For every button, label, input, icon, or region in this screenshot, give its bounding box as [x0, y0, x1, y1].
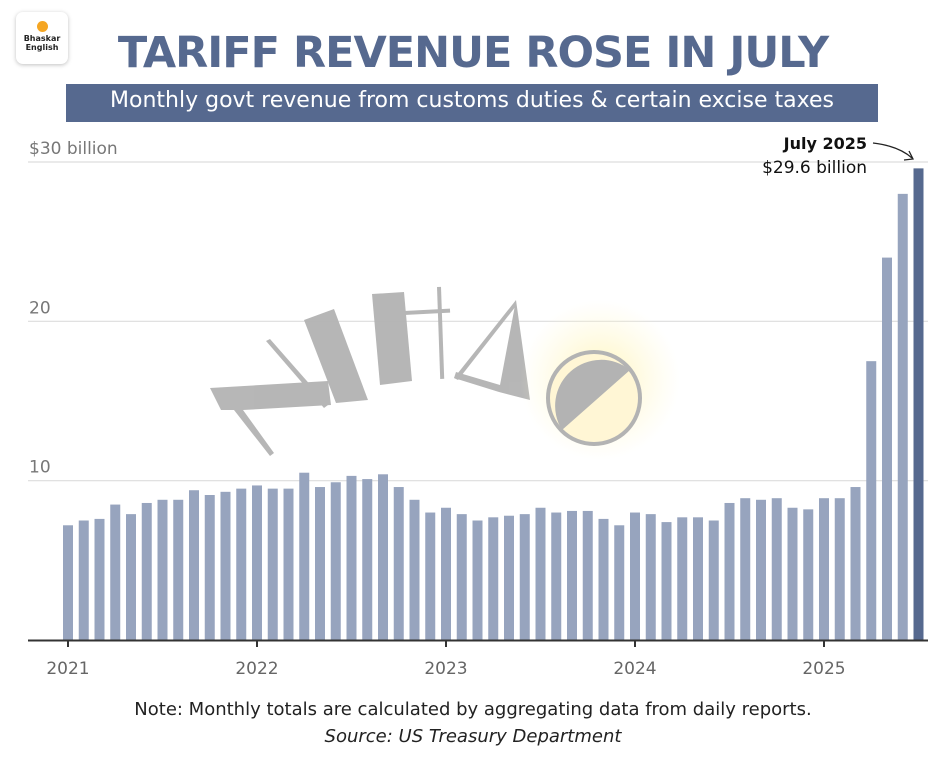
bar-feb-2024 — [645, 514, 656, 640]
bar-mar-2022 — [283, 488, 294, 640]
bar-jun-2023 — [519, 514, 530, 640]
bar-may-2022 — [315, 487, 325, 640]
footer-note: Note: Monthly totals are calculated by a… — [134, 699, 812, 720]
bar-oct-2023 — [582, 510, 593, 640]
bar-sep-2023 — [567, 510, 577, 640]
bar-jan-2022 — [252, 485, 262, 640]
bar-dec-2024 — [803, 509, 814, 640]
bar-aug-2021 — [173, 499, 184, 640]
bar-oct-2024 — [771, 498, 782, 640]
subtitle-banner — [66, 84, 878, 122]
bar-feb-2022 — [267, 488, 278, 640]
bar-jan-2024 — [630, 512, 640, 640]
bar-sep-2022 — [378, 474, 388, 640]
x-tick-label: 2023 — [424, 659, 467, 679]
bar-jul-2022 — [346, 475, 357, 640]
bar-mar-2025 — [850, 487, 861, 640]
chart-subtitle: Monthly govt revenue from customs duties… — [110, 88, 834, 113]
bar-mar-2024 — [661, 522, 672, 640]
annotation-value: $29.6 billion — [762, 158, 867, 178]
bar-dec-2022 — [425, 512, 436, 640]
y-tick-label: 10 — [29, 458, 51, 478]
logo-dot-icon — [36, 21, 48, 32]
bar-apr-2022 — [299, 472, 310, 640]
bar-jun-2025 — [897, 193, 908, 640]
bar-apr-2024 — [677, 517, 688, 640]
bar-may-2024 — [693, 517, 703, 640]
bar-jun-2022 — [330, 482, 341, 640]
bar-jan-2025 — [819, 498, 829, 640]
footer-source: Source: US Treasury Department — [324, 726, 622, 747]
logo-text: Bhaskar English — [23, 34, 61, 52]
bar-oct-2021 — [204, 495, 215, 640]
bar-sep-2024 — [756, 499, 766, 640]
bar-chart: 10 20 $30 billion 2021 2022 2023 2024 2025 Jul… — [28, 134, 928, 679]
bar-jul-2025 — [913, 168, 924, 640]
bar-dec-2021 — [236, 488, 247, 640]
y-tick-label: $30 billion — [29, 139, 118, 159]
x-tick-label: 2025 — [802, 659, 845, 679]
brand-logo: Bhaskar English — [16, 12, 68, 64]
bar-apr-2025 — [866, 361, 877, 640]
bar-aug-2024 — [740, 498, 751, 640]
bar-feb-2021 — [78, 520, 89, 640]
bar-jul-2024 — [724, 502, 735, 640]
x-tick-label: 2024 — [613, 659, 656, 679]
bar-may-2021 — [126, 514, 136, 640]
bar-nov-2023 — [598, 518, 609, 640]
gridlines — [28, 161, 928, 482]
bar-feb-2023 — [456, 514, 467, 640]
annotation-arrow-icon — [872, 142, 913, 159]
bar-nov-2022 — [409, 499, 420, 640]
bar-dec-2023 — [614, 525, 625, 640]
bar-mar-2021 — [94, 518, 105, 640]
bar-aug-2022 — [362, 479, 373, 640]
bar-oct-2022 — [393, 487, 404, 640]
y-tick-label: 20 — [29, 298, 51, 318]
bar-feb-2025 — [834, 498, 845, 640]
annotation-label: July 2025 — [783, 134, 867, 153]
bar-jul-2023 — [535, 507, 546, 640]
bar-may-2023 — [504, 515, 514, 640]
bar-may-2025 — [882, 257, 892, 640]
bar-aug-2023 — [551, 512, 562, 640]
bar-apr-2023 — [488, 517, 499, 640]
bar-jun-2021 — [141, 502, 152, 640]
x-axis-ticks: 2021 2022 2023 2024 2025 — [46, 640, 846, 679]
bar-jul-2021 — [157, 499, 168, 640]
chart-title: TARIFF REVENUE ROSE IN JULY — [117, 28, 829, 78]
bar-mar-2023 — [472, 520, 483, 640]
bar-sep-2021 — [189, 490, 199, 640]
y-axis-labels: 10 20 $30 billion — [29, 139, 118, 478]
bar-nov-2021 — [220, 491, 231, 640]
bar-jan-2023 — [441, 507, 451, 640]
annotation: July 2025 $29.6 billion — [762, 134, 914, 178]
annotation-arrowhead-icon — [903, 150, 914, 161]
bar-jan-2021 — [63, 525, 73, 640]
x-tick-label: 2022 — [235, 659, 278, 679]
bar-nov-2024 — [787, 507, 798, 640]
bar-apr-2021 — [110, 504, 121, 640]
bar-jun-2024 — [708, 520, 719, 640]
bars — [63, 168, 924, 640]
x-tick-label: 2021 — [46, 659, 89, 679]
